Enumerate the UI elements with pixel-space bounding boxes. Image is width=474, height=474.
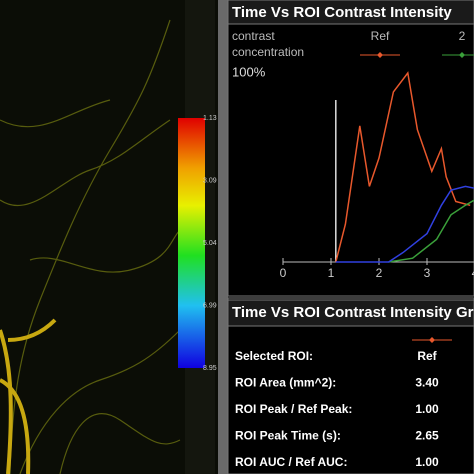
row-label: Selected ROI: — [235, 349, 313, 363]
curve — [335, 185, 474, 263]
y-tick-label: 100% — [232, 64, 266, 79]
row-value: 2.65 — [415, 429, 439, 443]
x-tick-label: 3 — [424, 266, 431, 280]
x-tick-label: 4 — [472, 266, 474, 280]
x-tick-label: 1 — [328, 266, 335, 280]
y-label: concentration — [232, 45, 304, 59]
table-header — [227, 299, 474, 327]
row-value: 1.00 — [415, 455, 439, 469]
colorbar-label: 1.13 — [203, 115, 217, 122]
colorbar-label: 5.04 — [203, 240, 217, 247]
curves — [335, 71, 474, 263]
row-value: 1.00 — [415, 402, 439, 416]
x-tick-label: 0 — [280, 266, 287, 280]
divider — [218, 0, 228, 474]
row-label: ROI Peak / Ref Peak: — [235, 402, 352, 416]
colorbar-label: 8.95 — [203, 365, 217, 372]
y-label: contrast — [232, 29, 275, 43]
table-title: Time Vs ROI Contrast Intensity Gr — [232, 304, 474, 321]
x-tick-label: 2 — [376, 266, 383, 280]
legend-marker — [377, 52, 383, 58]
table-panel — [227, 297, 474, 474]
plot-title: Time Vs ROI Contrast Intensity — [232, 4, 452, 21]
legend-marker — [429, 337, 435, 343]
curve — [335, 71, 471, 263]
legend-label: Ref — [371, 29, 390, 43]
row-value: 3.40 — [415, 376, 439, 390]
angiogram — [0, 0, 218, 474]
colorbar-label: 3.09 — [203, 177, 217, 184]
row-value: Ref — [417, 349, 437, 363]
row-label: ROI AUC / Ref AUC: — [235, 455, 347, 469]
plot-panel — [227, 0, 474, 297]
colorbar-label: 6.99 — [203, 302, 217, 309]
plot-header — [227, 0, 474, 25]
curve — [388, 199, 474, 263]
row-label: ROI Area (mm^2): — [235, 376, 336, 390]
row-label: ROI Peak Time (s): — [235, 429, 341, 443]
legend-marker — [459, 52, 465, 58]
legend-label: 2 — [459, 29, 466, 43]
